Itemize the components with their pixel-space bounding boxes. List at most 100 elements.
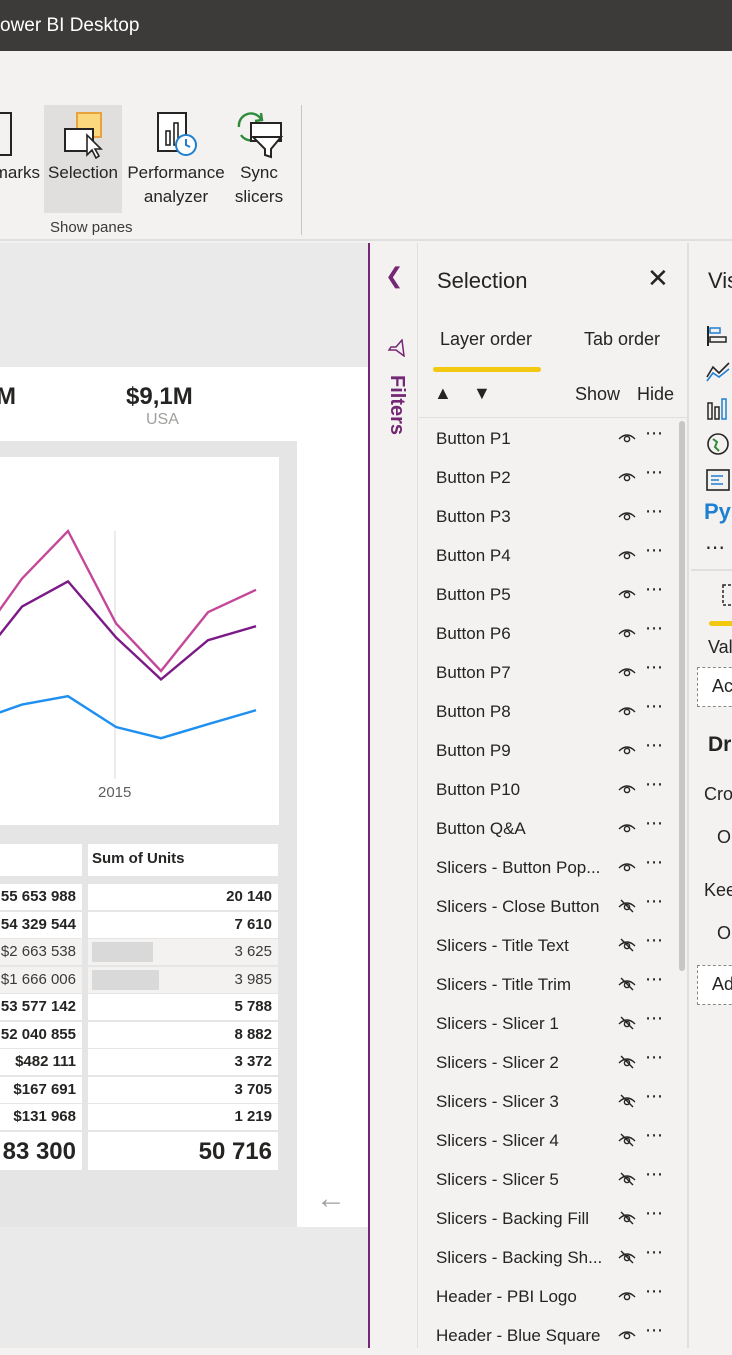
eye-hidden-icon[interactable] bbox=[618, 1055, 636, 1069]
layer-item[interactable]: Slicers - Slicer 1 ⋯ bbox=[419, 1004, 681, 1043]
layer-item[interactable]: Slicers - Slicer 3 ⋯ bbox=[419, 1082, 681, 1121]
layer-item[interactable]: Slicers - Slicer 5 ⋯ bbox=[419, 1160, 681, 1199]
table-row[interactable]: $167 691 3 705 bbox=[0, 1076, 279, 1103]
layer-item[interactable]: Button Q&A ⋯ bbox=[419, 809, 681, 848]
back-arrow-icon[interactable]: ← bbox=[316, 1182, 346, 1215]
eye-hidden-icon[interactable] bbox=[618, 899, 636, 913]
eye-icon[interactable] bbox=[618, 821, 636, 835]
table-row[interactable]: 55 653 988 20 140 bbox=[0, 884, 279, 910]
layer-item[interactable]: Slicers - Slicer 2 ⋯ bbox=[419, 1043, 681, 1082]
eye-icon[interactable] bbox=[618, 743, 636, 757]
more-options-icon[interactable]: ⋯ bbox=[645, 1086, 664, 1106]
table-row[interactable]: $131 968 1 219 bbox=[0, 1104, 279, 1130]
layer-item[interactable]: Button P6 ⋯ bbox=[419, 614, 681, 653]
eye-hidden-icon[interactable] bbox=[618, 1094, 636, 1108]
layer-item[interactable]: Button P2 ⋯ bbox=[419, 458, 681, 497]
more-options-icon[interactable]: ⋯ bbox=[645, 501, 664, 521]
layer-item[interactable]: Header - Blue Square ⋯ bbox=[419, 1316, 681, 1355]
eye-icon[interactable] bbox=[618, 704, 636, 718]
units-table[interactable]: Sum of Units 55 653 988 20 140 54 329 544 7… bbox=[0, 842, 279, 1170]
eye-hidden-icon[interactable] bbox=[618, 977, 636, 991]
more-options-icon[interactable]: ⋯ bbox=[645, 891, 664, 911]
layer-item[interactable]: Button P9 ⋯ bbox=[419, 731, 681, 770]
eye-hidden-icon[interactable] bbox=[618, 1250, 636, 1264]
eye-icon[interactable] bbox=[618, 470, 636, 484]
more-options-icon[interactable]: ⋯ bbox=[645, 930, 664, 950]
eye-icon[interactable] bbox=[618, 860, 636, 874]
add-data-fields-button[interactable]: Ac bbox=[697, 667, 732, 707]
layer-item[interactable]: Slicers - Slicer 4 ⋯ bbox=[419, 1121, 681, 1160]
tab-layer-order[interactable]: Layer order bbox=[440, 329, 533, 349]
layer-item[interactable]: Button P7 ⋯ bbox=[419, 653, 681, 692]
move-down-icon[interactable]: ▼ bbox=[473, 383, 491, 403]
filters-label[interactable]: Filters bbox=[386, 375, 408, 436]
table-row[interactable]: $2 663 538 3 625 bbox=[0, 939, 279, 965]
more-options-icon[interactable]: ⋯ bbox=[645, 423, 664, 443]
more-options-icon[interactable]: ⋯ bbox=[645, 1125, 664, 1145]
eye-icon[interactable] bbox=[618, 626, 636, 640]
more-options-icon[interactable]: ⋯ bbox=[645, 774, 664, 794]
more-options-icon[interactable]: ⋯ bbox=[645, 1281, 664, 1301]
smart-narrative-icon[interactable] bbox=[705, 467, 731, 493]
more-options-icon[interactable]: ⋯ bbox=[645, 540, 664, 560]
layer-item[interactable]: Slicers - Button Pop... ⋯ bbox=[419, 848, 681, 887]
layer-item[interactable]: Button P3 ⋯ bbox=[419, 497, 681, 536]
more-options-icon[interactable]: ⋯ bbox=[645, 1047, 664, 1067]
layer-item[interactable]: Slicers - Backing Fill ⋯ bbox=[419, 1199, 681, 1238]
layer-item[interactable]: Slicers - Close Button ⋯ bbox=[419, 887, 681, 926]
move-up-icon[interactable]: ▲ bbox=[434, 383, 452, 403]
bookmarks-button[interactable]: marks bbox=[0, 105, 42, 213]
layer-item[interactable]: Header - PBI Logo ⋯ bbox=[419, 1277, 681, 1316]
layer-item[interactable]: Slicers - Backing Sh... ⋯ bbox=[419, 1238, 681, 1277]
more-options-icon[interactable]: ⋯ bbox=[645, 1242, 664, 1262]
more-options-icon[interactable]: ⋯ bbox=[645, 579, 664, 599]
line-chart-icon[interactable] bbox=[705, 359, 731, 385]
table-row[interactable]: $1 666 006 3 985 bbox=[0, 966, 279, 993]
table-row[interactable]: 52 040 855 8 882 bbox=[0, 1021, 279, 1048]
more-options-icon[interactable]: ⋯ bbox=[645, 1008, 664, 1028]
layer-item[interactable]: Button P10 ⋯ bbox=[419, 770, 681, 809]
python-visual-icon[interactable]: Py bbox=[704, 499, 731, 524]
stacked-bar-chart-icon[interactable] bbox=[705, 323, 731, 349]
table-row[interactable]: 53 577 142 5 788 bbox=[0, 994, 279, 1020]
more-options-icon[interactable]: ⋯ bbox=[645, 696, 664, 716]
layer-item[interactable]: Slicers - Title Trim ⋯ bbox=[419, 965, 681, 1004]
eye-hidden-icon[interactable] bbox=[618, 938, 636, 952]
hide-all-button[interactable]: Hide bbox=[637, 384, 675, 404]
sync-slicers-button[interactable]: Sync slicers bbox=[230, 105, 288, 213]
eye-icon[interactable] bbox=[618, 782, 636, 796]
eye-icon[interactable] bbox=[618, 548, 636, 562]
add-drillthrough-fields-button[interactable]: Ad bbox=[697, 965, 732, 1005]
eye-icon[interactable] bbox=[618, 1289, 636, 1303]
eye-icon[interactable] bbox=[618, 431, 636, 445]
eye-hidden-icon[interactable] bbox=[618, 1016, 636, 1030]
show-all-button[interactable]: Show bbox=[575, 384, 621, 404]
report-page[interactable]: M $9,1M USA 2015 Sum of Units 55 653 988… bbox=[0, 367, 368, 1227]
eye-hidden-icon[interactable] bbox=[618, 1211, 636, 1225]
combo-chart-icon[interactable] bbox=[705, 395, 731, 421]
more-visuals-icon[interactable]: ⋯ bbox=[705, 537, 727, 559]
eye-hidden-icon[interactable] bbox=[618, 1172, 636, 1186]
globe-map-icon[interactable] bbox=[705, 431, 731, 457]
more-options-icon[interactable]: ⋯ bbox=[645, 969, 664, 989]
keep-filters-toggle[interactable]: O bbox=[717, 923, 732, 943]
chevron-left-icon[interactable]: ❮ bbox=[385, 263, 404, 288]
eye-icon[interactable] bbox=[618, 1328, 636, 1342]
more-options-icon[interactable]: ⋯ bbox=[645, 852, 664, 872]
eye-icon[interactable] bbox=[618, 665, 636, 679]
table-row[interactable]: 54 329 544 7 610 bbox=[0, 911, 279, 938]
close-icon[interactable]: ✕ bbox=[647, 263, 669, 293]
table-row[interactable]: $482 111 3 372 bbox=[0, 1049, 279, 1075]
more-options-icon[interactable]: ⋯ bbox=[645, 1320, 664, 1340]
filters-pane-collapsed[interactable]: ❮ Filters bbox=[368, 243, 418, 1348]
report-canvas[interactable]: M $9,1M USA 2015 Sum of Units 55 653 988… bbox=[0, 243, 368, 1348]
line-chart[interactable]: 2015 bbox=[0, 457, 279, 825]
more-options-icon[interactable]: ⋯ bbox=[645, 618, 664, 638]
layer-item[interactable]: Slicers - Title Text ⋯ bbox=[419, 926, 681, 965]
more-options-icon[interactable]: ⋯ bbox=[645, 1164, 664, 1184]
cross-report-toggle[interactable]: O bbox=[717, 827, 732, 847]
more-options-icon[interactable]: ⋯ bbox=[645, 735, 664, 755]
more-options-icon[interactable]: ⋯ bbox=[645, 813, 664, 833]
eye-icon[interactable] bbox=[618, 509, 636, 523]
layer-item[interactable]: Button P4 ⋯ bbox=[419, 536, 681, 575]
